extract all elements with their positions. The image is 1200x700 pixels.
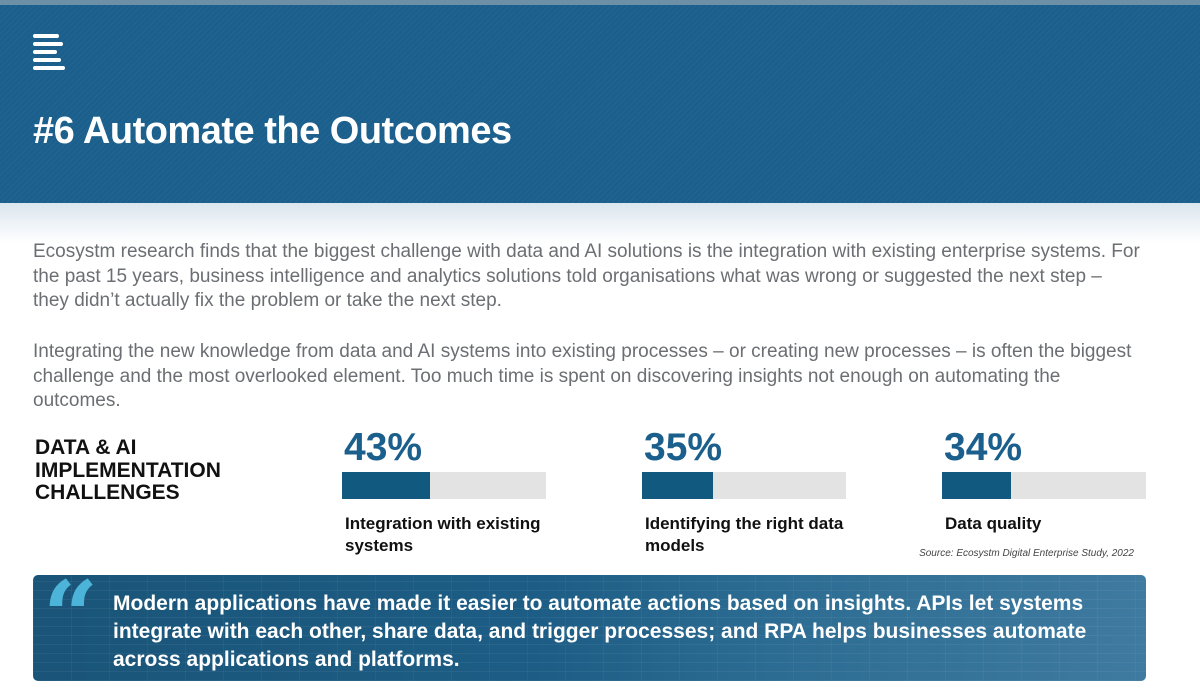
stat-label: Integration with existing systems — [345, 514, 541, 555]
quote-text: Modern applications have made it easier … — [113, 592, 1087, 671]
stat-data-models: 35% Identifying the right data models — [642, 426, 847, 557]
progress-bar — [342, 472, 546, 499]
source-citation: Source: Ecosystm Digital Enterprise Stud… — [919, 548, 1134, 559]
header-banner: #6 Automate the Outcomes — [0, 0, 1200, 203]
header-fade — [0, 203, 1200, 243]
progress-bar-fill — [342, 472, 430, 499]
stat-label: Data quality — [945, 514, 1042, 533]
background-texture — [33, 575, 1146, 681]
stat-label: Identifying the right data models — [645, 514, 844, 555]
progress-bar-fill — [642, 472, 714, 499]
stat-value: 43% — [344, 426, 423, 469]
stacked-lines-logo-icon — [33, 34, 67, 72]
detail-paragraph: Integrating the new knowledge from data … — [33, 341, 1132, 411]
intro-paragraph: Ecosystm research finds that the biggest… — [33, 241, 1140, 311]
progress-bar — [942, 472, 1146, 499]
challenges-heading: DATA & AI IMPLEMENTATION CHALLENGES — [35, 436, 221, 504]
stat-value: 34% — [944, 426, 1023, 469]
stat-value: 35% — [644, 426, 723, 469]
stat-integration: 43% Integration with existing systems — [342, 426, 547, 557]
stat-data-quality: 34% Data quality — [942, 426, 1147, 535]
page-title: #6 Automate the Outcomes — [33, 110, 512, 152]
quote-callout: “ Modern applications have made it easie… — [33, 575, 1146, 681]
progress-bar — [642, 472, 846, 499]
progress-bar-fill — [942, 472, 1012, 499]
quote-mark-icon: “ — [43, 575, 99, 673]
